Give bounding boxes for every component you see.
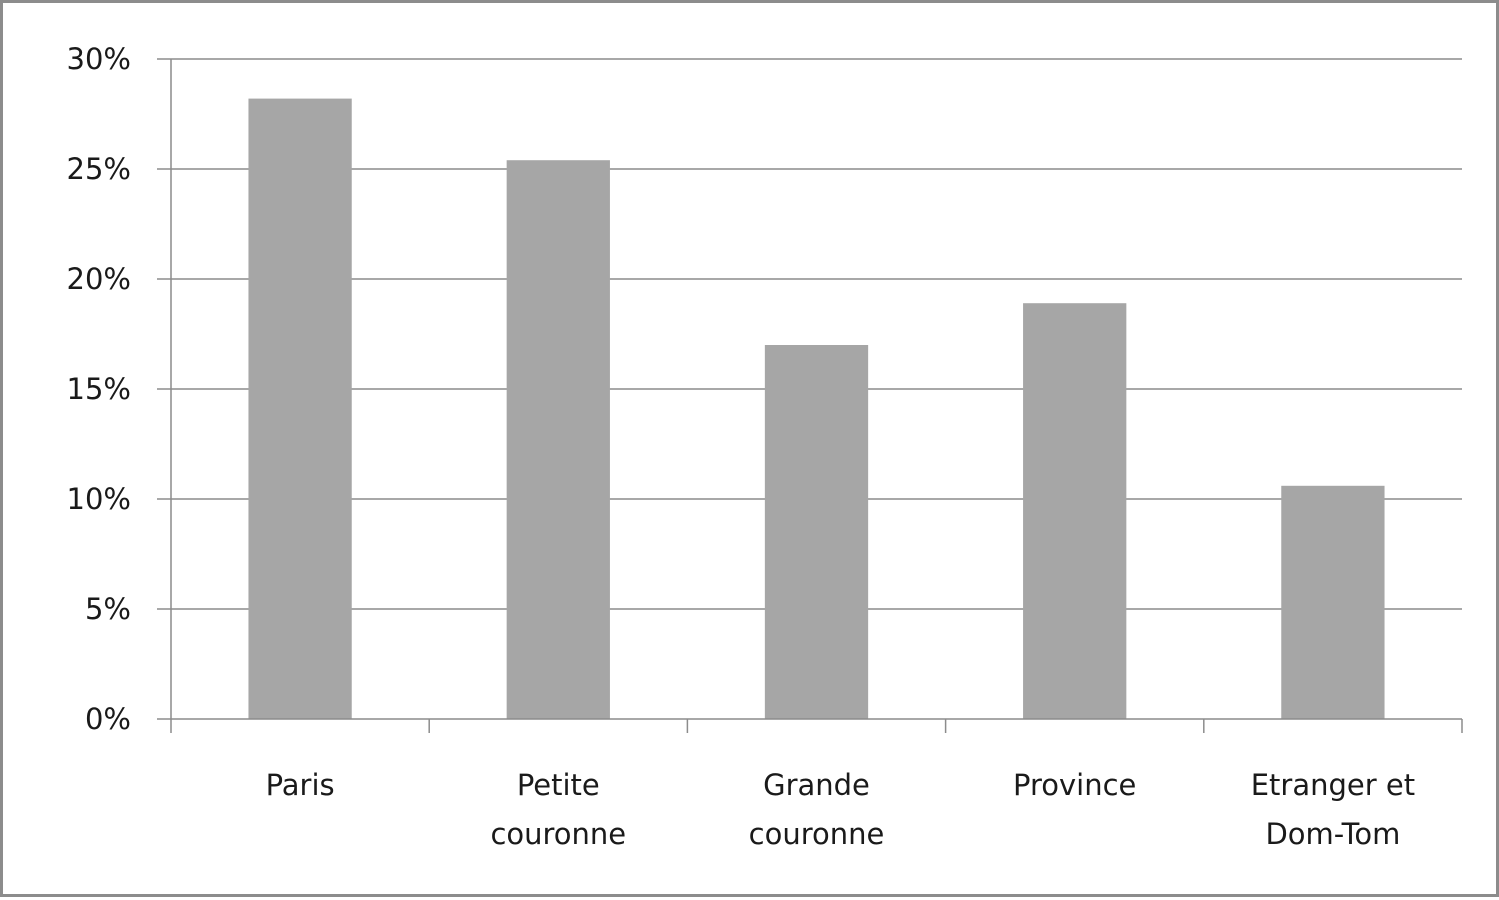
y-tick-label: 25% [67,152,131,186]
bar [1281,485,1385,719]
x-tick-label: Petite couronne [490,768,626,851]
bar [1023,303,1127,719]
y-tick-label: 10% [67,482,131,516]
bar [764,345,869,719]
x-tick-label: Province [1013,768,1136,802]
y-tick-label: 0% [85,702,131,736]
x-tick-label: Etranger et Dom-Tom [1251,768,1415,851]
x-tick-label: Paris [266,768,335,802]
tick-labels: 0% 5% 10% 15% 20% 25% 30% Paris Petite couronne Gr… [67,42,1416,851]
y-tick-label: 15% [67,372,131,406]
bar [506,160,610,719]
bar-chart: 0% 5% 10% 15% 20% 25% 30% Paris Petite couronne Gr… [67,42,1463,851]
bar [248,98,352,720]
y-tick-label: 20% [67,262,131,296]
y-tick-label: 30% [67,42,131,76]
x-tick-label: Grande couronne [749,768,885,851]
y-tick-label: 5% [85,592,131,626]
bars [248,98,1385,720]
axes [157,58,1463,733]
